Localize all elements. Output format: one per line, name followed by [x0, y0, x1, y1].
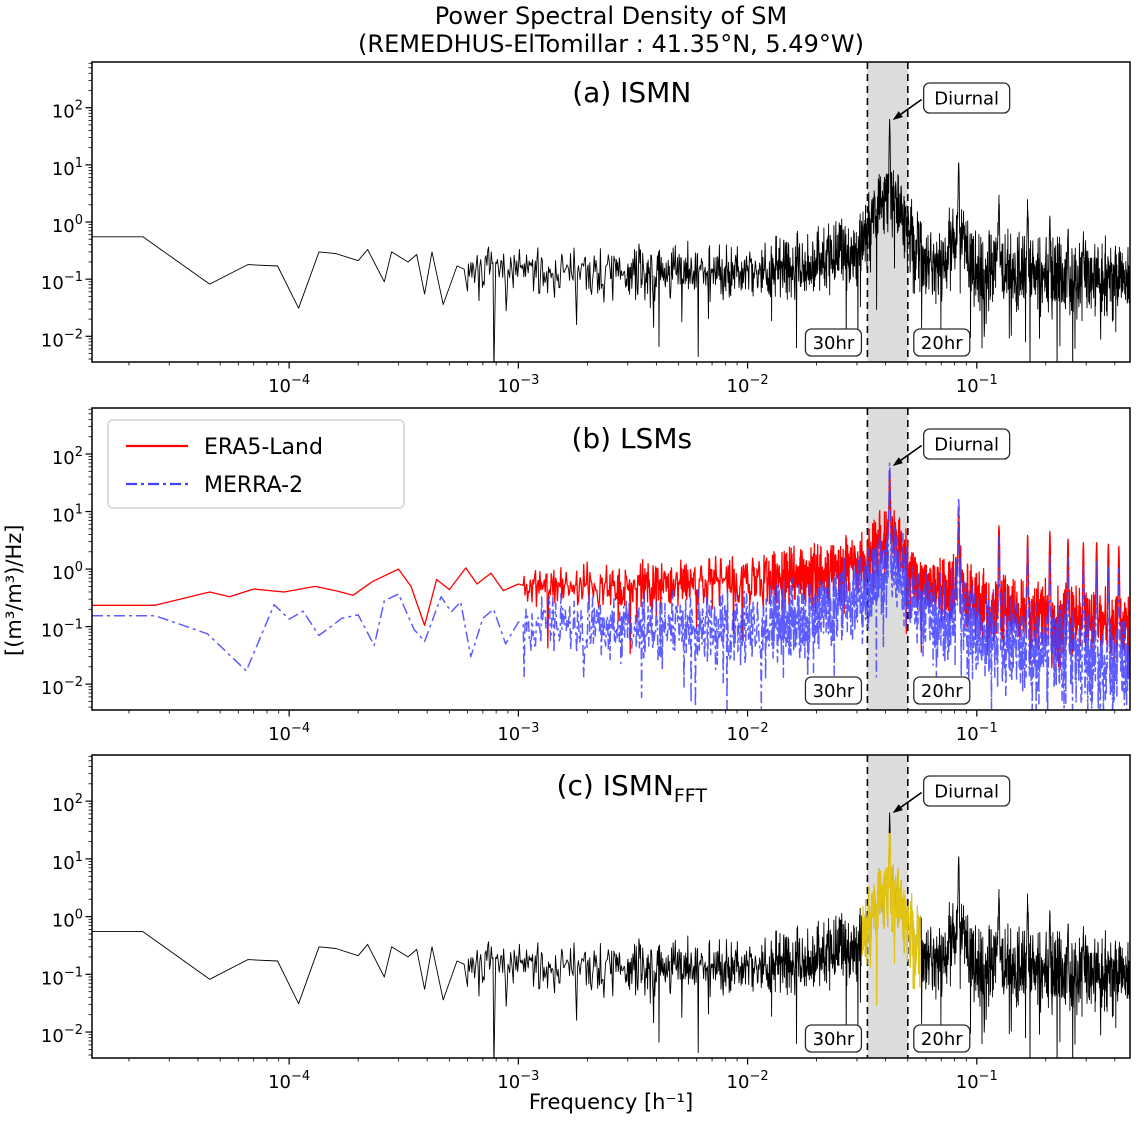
diurnal-annotation-label: Diurnal [934, 88, 999, 109]
x-tick-label: 10−4 [268, 373, 310, 397]
diurnal-arrow [899, 98, 923, 116]
x-tick-label: 10−1 [956, 721, 998, 745]
period-20hr-label: 20hr [921, 681, 963, 702]
y-tick-label: 102 [52, 792, 83, 816]
y-tick-label: 102 [52, 99, 83, 123]
period-20hr-box [913, 676, 971, 705]
figure-title-line1: Power Spectral Density of SM [434, 2, 788, 30]
panel-title: (b) LSMs [571, 422, 692, 455]
diurnal-annotation-box [922, 428, 1011, 460]
period-30hr-box [804, 1024, 863, 1053]
x-axis-label: Frequency [h⁻¹] [528, 1090, 694, 1114]
x-tick-label: 10−4 [268, 1069, 310, 1093]
period-30hr-label: 30hr [813, 1029, 855, 1050]
y-tick-label: 101 [52, 156, 83, 180]
panel-title: (a) ISMN [572, 76, 691, 109]
period-20hr-box [913, 1024, 971, 1053]
panel-a: 10−4 10−3 10−2 10−1 10−2 10−1 100 101 102 (a) ISM… [41, 61, 1131, 397]
series-gold-highlight [861, 833, 921, 1006]
panel-b: 10−4 10−3 10−2 10−1 10−2 10−1 100 101 102 (b) LSM… [41, 407, 1131, 745]
period-30hr-box [804, 676, 863, 705]
y-tick-label: 101 [52, 850, 83, 874]
x-tick-label: 10−2 [727, 721, 769, 745]
y-tick-label: 10−1 [41, 618, 83, 642]
y-tick-label: 10−2 [41, 1023, 83, 1047]
y-tick-label: 10−2 [41, 675, 83, 699]
series-merra-2 [92, 462, 1130, 710]
axes-spines [91, 61, 1131, 363]
x-tick-label: 10−4 [268, 721, 310, 745]
period-30hr-box [804, 328, 863, 357]
series-ismn-fft [92, 812, 1130, 1058]
period-20hr-box [913, 328, 971, 357]
y-tick-label: 10−1 [41, 270, 83, 294]
x-tick-label: 10−3 [497, 721, 539, 745]
figure-title-line2: (REMEDHUS-ElTomillar : 41.35°N, 5.49°W) [358, 30, 864, 58]
y-tick-label: 10−2 [41, 327, 83, 351]
series-ismn [92, 118, 1130, 362]
y-tick-label: 102 [52, 445, 83, 469]
x-tick-label: 10−2 [727, 1069, 769, 1093]
x-tick-label: 10−2 [727, 373, 769, 397]
y-tick-label: 100 [52, 213, 83, 237]
x-tick-label: 10−3 [497, 1069, 539, 1093]
x-tick-label: 10−1 [956, 1069, 998, 1093]
y-tick-label: 100 [52, 560, 83, 584]
x-tick-label: 10−3 [497, 373, 539, 397]
axes-spines [91, 407, 1131, 711]
period-30hr-label: 30hr [813, 681, 855, 702]
diurnal-arrow [899, 444, 923, 462]
diurnal-arrowhead [892, 457, 903, 466]
legend-box [107, 419, 405, 509]
y-tick-label: 10−1 [41, 965, 83, 989]
legend-label-2: MERRA-2 [204, 473, 303, 498]
x-tick-label: 10−1 [956, 373, 998, 397]
legend: ERA5-Land MERRA-2 [107, 419, 405, 509]
diurnal-arrow [899, 791, 923, 809]
diurnal-annotation-label: Diurnal [934, 434, 999, 455]
y-tick-label: 100 [52, 908, 83, 932]
period-30hr-label: 30hr [813, 333, 855, 354]
y-tick-label: 101 [52, 503, 83, 527]
diurnal-annotation-label: Diurnal [934, 781, 999, 802]
diurnal-annotation-box [922, 82, 1011, 114]
panel-c: 10−4 10−3 10−2 10−1 10−2 10−1 100 101 102 (c) ISM… [41, 754, 1131, 1093]
diurnal-arrowhead [892, 111, 903, 120]
period-20hr-label: 20hr [921, 333, 963, 354]
period-20hr-label: 20hr [921, 1029, 963, 1050]
axes-spines [91, 754, 1131, 1059]
diurnal-arrowhead [892, 804, 903, 813]
legend-label-1: ERA5-Land [204, 435, 323, 460]
diurnal-annotation-box [922, 775, 1011, 807]
panel-title: (c) ISMNFFT [557, 769, 708, 807]
